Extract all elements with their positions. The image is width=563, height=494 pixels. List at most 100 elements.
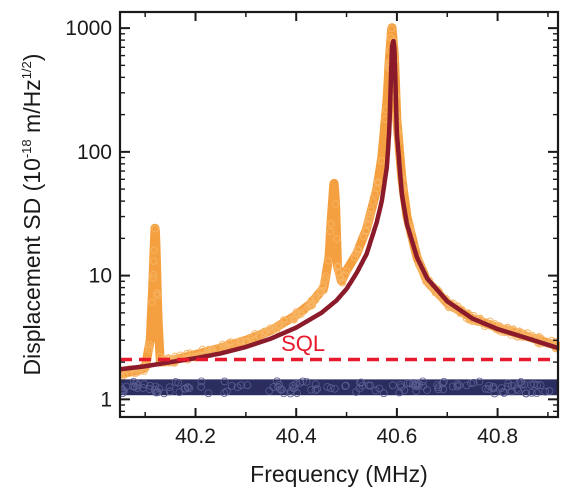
noise-point — [515, 378, 524, 387]
noise-point — [439, 385, 448, 394]
noise-point — [379, 389, 388, 398]
sql-annotation: SQL — [281, 331, 325, 356]
x-axis-title: Frequency (MHz) — [250, 461, 428, 487]
measured-point — [343, 267, 351, 275]
noise-point — [411, 381, 419, 390]
measured-point — [331, 200, 340, 208]
noise-point — [197, 383, 206, 391]
measured-point — [327, 220, 335, 228]
measured-point — [366, 210, 374, 218]
noise-point — [289, 381, 297, 390]
noise-point — [366, 381, 375, 390]
measured-point — [293, 309, 301, 317]
noise-point — [412, 387, 421, 395]
noise-point — [197, 377, 206, 386]
noise-point — [521, 389, 530, 398]
noise-point — [330, 384, 339, 393]
measured-point — [273, 326, 281, 334]
measured-point — [387, 33, 395, 42]
noise-point — [269, 383, 278, 391]
measured-point — [332, 235, 341, 243]
noise-point — [415, 380, 424, 389]
noise-point — [400, 386, 409, 395]
measured-point — [286, 316, 295, 324]
noise-point — [453, 380, 462, 389]
noise-point — [293, 389, 301, 397]
lorentzian-fit-line — [120, 38, 560, 372]
noise-point — [184, 383, 192, 392]
noise-point — [311, 386, 320, 395]
measured-point — [322, 272, 330, 280]
noise-point — [475, 377, 484, 386]
noise-point — [220, 389, 229, 397]
measured-point — [149, 270, 157, 279]
noise-point — [166, 387, 174, 396]
measured-point — [364, 220, 373, 228]
x-tick-label: 40.4 — [276, 425, 317, 448]
noise-point — [341, 382, 350, 391]
noise-point — [500, 389, 508, 397]
noise-point — [438, 379, 447, 388]
noise-point — [455, 381, 463, 390]
measured-point — [312, 293, 320, 301]
noise-point — [541, 387, 550, 396]
noise-point — [514, 386, 523, 395]
measured-point — [327, 227, 335, 236]
noise-point — [527, 388, 536, 397]
measured-point — [373, 177, 382, 186]
measured-point — [378, 157, 386, 165]
measured-point — [153, 291, 161, 300]
noise-point — [388, 381, 397, 390]
measured-point — [227, 338, 235, 346]
noise-point — [507, 387, 516, 396]
noise-point — [323, 383, 332, 391]
y-tick-label: 1 — [100, 388, 112, 411]
noise-point — [485, 381, 494, 390]
noise-point — [302, 377, 311, 386]
noise-point — [352, 388, 360, 396]
noise-point — [529, 380, 538, 389]
noise-point — [413, 382, 422, 391]
measured-point — [130, 369, 139, 378]
noise-point — [243, 381, 252, 390]
noise-point — [484, 385, 493, 394]
noise-point — [185, 384, 194, 393]
noise-point — [395, 388, 404, 397]
measured-point — [362, 226, 370, 235]
measured-point — [335, 269, 343, 277]
measured-point — [150, 246, 158, 254]
noise-point — [120, 389, 127, 398]
measured-point — [359, 232, 368, 241]
measured-point — [366, 213, 374, 222]
noise-point — [174, 378, 183, 387]
measured-point — [274, 321, 282, 329]
measured-point — [320, 286, 328, 295]
measured-point — [351, 253, 359, 262]
measured-point — [145, 346, 153, 354]
measured-point — [371, 190, 379, 198]
measured-point — [145, 343, 153, 351]
measured-point — [149, 274, 157, 282]
noise-point — [133, 384, 142, 392]
noise-point — [287, 387, 295, 396]
noise-point — [274, 382, 282, 391]
measured-point — [242, 337, 250, 345]
y-axis-title: Displacement SD (10-18 m/Hz1/2) — [19, 54, 45, 376]
noise-point — [140, 380, 149, 388]
measured-point — [337, 274, 345, 282]
y-tick-label: 10 — [89, 265, 112, 288]
measured-point — [353, 246, 361, 254]
noise-point — [527, 380, 535, 389]
noise-point — [326, 384, 335, 392]
noise-point — [120, 385, 126, 394]
noise-point — [517, 380, 526, 389]
noise-point — [433, 381, 442, 389]
noise-point — [358, 381, 367, 390]
noise-point — [490, 389, 499, 398]
measured-point — [364, 216, 373, 224]
y-tick-label: 1000 — [65, 17, 112, 40]
measured-point — [307, 302, 315, 310]
measured-point — [292, 308, 300, 316]
noise-point — [220, 377, 229, 386]
y-tick-label: 100 — [77, 141, 112, 164]
